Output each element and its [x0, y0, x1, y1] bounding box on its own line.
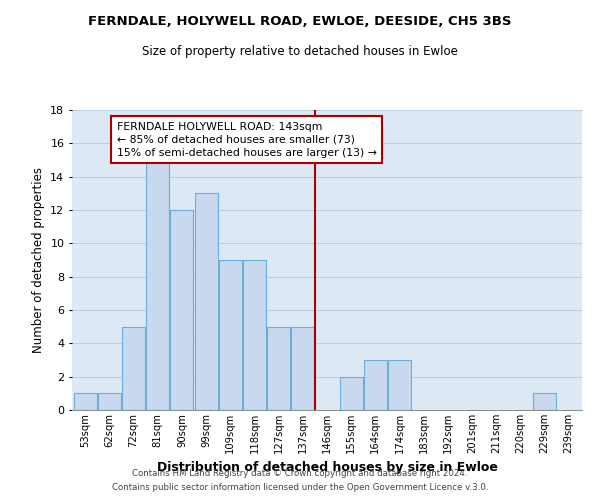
Bar	[170, 210, 193, 410]
Bar	[122, 326, 145, 410]
Bar	[219, 260, 242, 410]
Bar	[194, 194, 218, 410]
Bar	[292, 326, 314, 410]
Bar	[243, 260, 266, 410]
Bar	[74, 394, 97, 410]
Bar	[98, 394, 121, 410]
Text: FERNDALE HOLYWELL ROAD: 143sqm
← 85% of detached houses are smaller (73)
15% of : FERNDALE HOLYWELL ROAD: 143sqm ← 85% of …	[117, 122, 377, 158]
Y-axis label: Number of detached properties: Number of detached properties	[32, 167, 44, 353]
Bar	[364, 360, 387, 410]
Bar	[267, 326, 290, 410]
Text: Size of property relative to detached houses in Ewloe: Size of property relative to detached ho…	[142, 45, 458, 58]
Bar	[388, 360, 411, 410]
Text: FERNDALE, HOLYWELL ROAD, EWLOE, DEESIDE, CH5 3BS: FERNDALE, HOLYWELL ROAD, EWLOE, DEESIDE,…	[88, 15, 512, 28]
Bar	[340, 376, 362, 410]
Text: Contains HM Land Registry data © Crown copyright and database right 2024.: Contains HM Land Registry data © Crown c…	[132, 468, 468, 477]
Bar	[533, 394, 556, 410]
Bar	[146, 160, 169, 410]
Text: Contains public sector information licensed under the Open Government Licence v.: Contains public sector information licen…	[112, 484, 488, 492]
X-axis label: Distribution of detached houses by size in Ewloe: Distribution of detached houses by size …	[157, 462, 497, 474]
